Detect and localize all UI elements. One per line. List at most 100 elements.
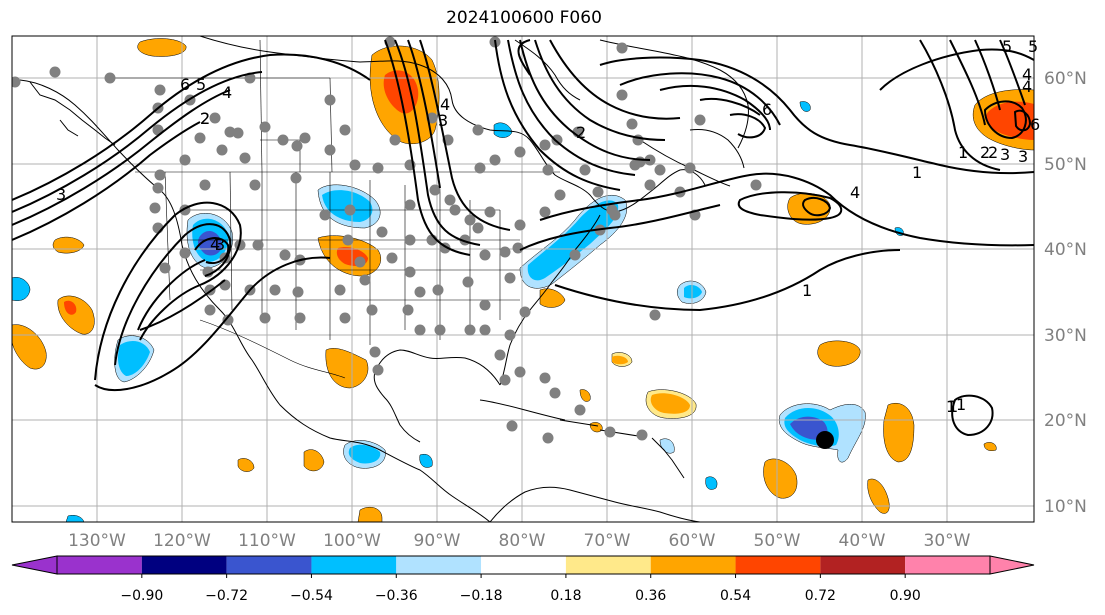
station-dot	[252, 239, 264, 251]
lon-label: 130°W	[68, 531, 126, 551]
station-dot	[604, 426, 616, 438]
station-dot	[542, 164, 554, 176]
station-dot	[636, 429, 648, 441]
contour-label: 6	[1030, 115, 1040, 134]
station-dot	[339, 124, 351, 136]
contour-label: 1	[802, 281, 812, 300]
lon-label: 80°W	[499, 531, 546, 551]
station-dot	[474, 162, 486, 174]
lon-label: 70°W	[584, 531, 631, 551]
contour-label: 3	[1000, 145, 1010, 164]
station-dot	[299, 132, 311, 144]
coastlines	[19, 36, 749, 522]
station-dot	[319, 209, 331, 221]
station-dot	[569, 249, 581, 261]
contour-label: 1	[958, 143, 968, 162]
station-dot	[342, 234, 354, 246]
contour-label: 4	[1022, 77, 1032, 96]
contour-label: 4	[210, 235, 220, 254]
colorbar-arrow-high	[989, 555, 1035, 575]
station-dot	[464, 214, 476, 226]
station-dot	[366, 304, 378, 316]
station-dot	[152, 182, 164, 194]
contour-label: 6	[762, 100, 772, 119]
station-dot	[684, 162, 696, 174]
station-dot	[554, 189, 566, 201]
lat-label: 10°N	[1044, 497, 1087, 517]
colorbar-arrow-low	[11, 555, 58, 575]
anomaly-shading	[12, 38, 1034, 522]
station-dot	[292, 286, 304, 298]
anomaly-contours	[12, 39, 1034, 437]
station-dot	[154, 169, 166, 181]
station-dot	[414, 286, 426, 298]
colorbar-tick: 0.54	[720, 588, 751, 604]
colorbar-tick: −0.90	[120, 588, 163, 604]
station-dot	[694, 114, 706, 126]
contour-label: 1	[912, 163, 922, 182]
station-dot	[404, 266, 416, 278]
station-dot	[324, 94, 336, 106]
station-dot	[414, 324, 426, 336]
station-dot	[369, 346, 381, 358]
station-dot	[277, 134, 289, 146]
station-dot	[429, 184, 441, 196]
contour-label: 2	[576, 123, 586, 142]
colorbar-tick: 0.36	[635, 588, 666, 604]
station-dot	[389, 134, 401, 146]
station-dot	[104, 72, 116, 84]
latitude-labels: 60°N 50°N 40°N 30°N 20°N 10°N	[1044, 69, 1087, 517]
colorbar-swatch	[565, 556, 651, 574]
station-dot	[649, 309, 661, 321]
station-dot	[506, 420, 518, 432]
station-dot	[644, 179, 656, 191]
station-dot	[626, 118, 638, 130]
station-dot	[479, 299, 491, 311]
station-dot	[324, 144, 336, 156]
colorbar-swatch	[57, 556, 142, 574]
station-dot	[539, 206, 551, 218]
contour-label: 2	[200, 109, 210, 128]
station-dot	[542, 432, 554, 444]
station-dot	[12, 76, 21, 88]
station-dot	[359, 274, 371, 286]
station-dot	[512, 242, 524, 254]
station-dot	[616, 42, 628, 54]
station-dot	[472, 124, 484, 136]
plot-frame	[11, 35, 1035, 523]
contour-label: 3	[438, 111, 448, 130]
contour-label: 4	[222, 83, 232, 102]
lon-label: 90°W	[414, 531, 461, 551]
station-dot	[539, 139, 551, 151]
station-dot	[349, 159, 361, 171]
storm-marker	[816, 431, 834, 449]
station-dot	[402, 304, 414, 316]
colorbar-swatch	[141, 556, 227, 574]
station-dot	[222, 314, 234, 326]
colorbar-swatch	[396, 556, 482, 574]
lon-label: 40°W	[839, 531, 886, 551]
station-dot	[159, 262, 171, 274]
station-dot	[339, 312, 351, 324]
station-dot	[259, 121, 271, 133]
colorbar-tick: −0.54	[290, 588, 333, 604]
colorbar-tick: 0.72	[805, 588, 836, 604]
station-dot	[179, 154, 191, 166]
colorbar-swatch	[735, 556, 821, 574]
station-dot	[629, 159, 641, 171]
station-dot	[434, 324, 446, 336]
station-dot	[616, 89, 628, 101]
station-dot	[462, 276, 474, 288]
contour-label: 2	[200, 109, 210, 128]
station-dot	[294, 312, 306, 324]
station-dot	[579, 164, 591, 176]
station-dot	[484, 206, 496, 218]
station-dot	[464, 324, 476, 336]
station-dot	[49, 66, 61, 78]
political-borders	[110, 39, 560, 379]
lat-label: 50°N	[1044, 155, 1087, 175]
station-dot	[269, 284, 281, 296]
lon-label: 50°W	[754, 531, 801, 551]
